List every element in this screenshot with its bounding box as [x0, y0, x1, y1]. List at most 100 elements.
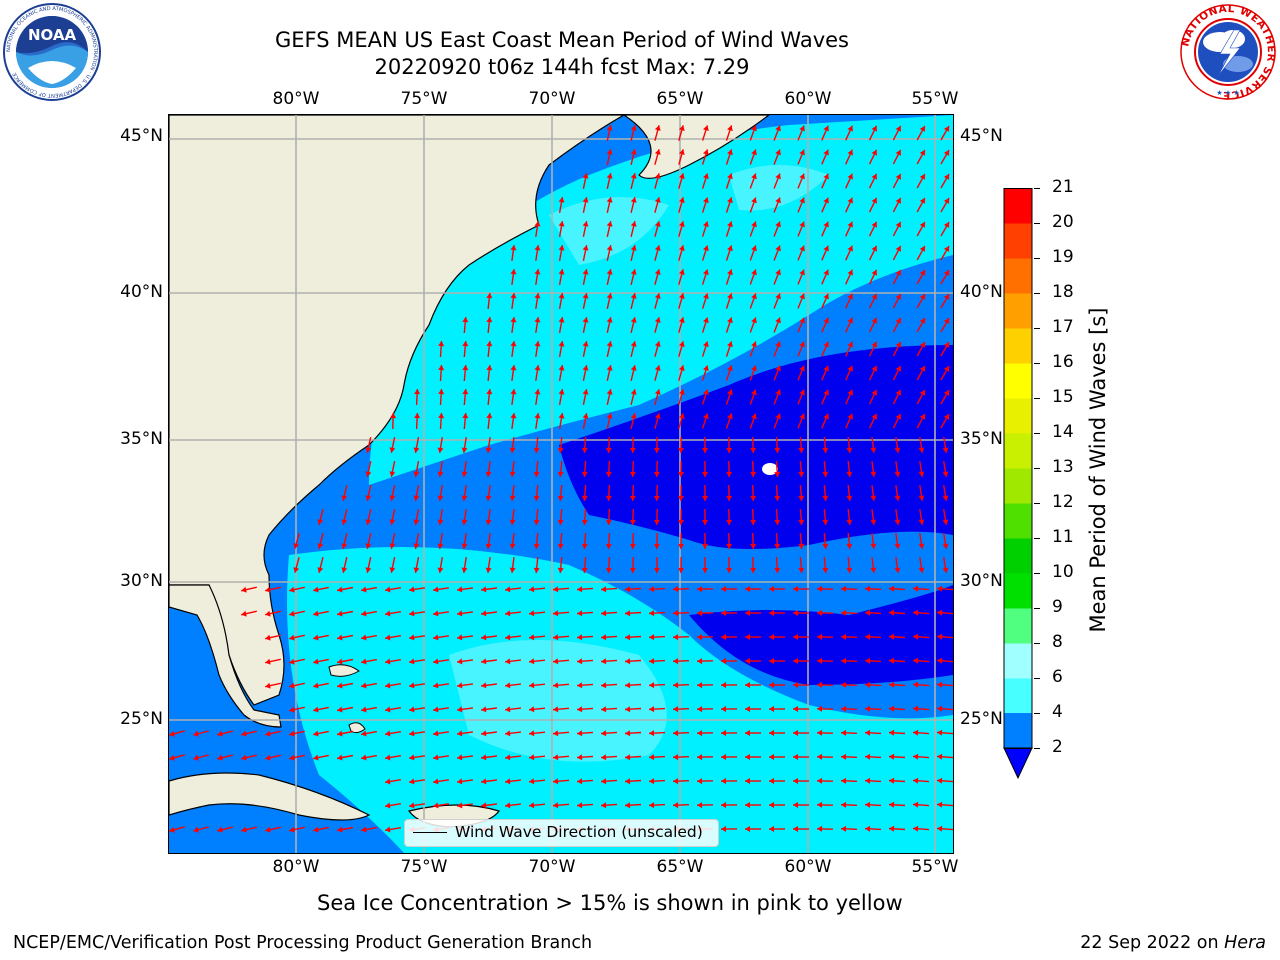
wind-arrow-head	[169, 730, 175, 737]
wind-arrow-head	[673, 706, 679, 713]
wind-arrow-head	[534, 389, 541, 395]
wind-arrow-head	[703, 293, 709, 299]
wind-arrow-head	[529, 706, 535, 713]
wind-arrow-head	[937, 729, 943, 736]
wind-arrow-head	[673, 658, 679, 665]
wind-arrow-head	[630, 413, 637, 419]
wind-arrow-head	[577, 802, 583, 809]
colorbar-tick	[1034, 713, 1040, 714]
wind-arrow-head	[727, 341, 733, 348]
wind-arrow-head	[913, 753, 919, 760]
wind-arrow-head	[943, 270, 950, 276]
lon-label-top: 75°W	[400, 89, 448, 109]
wind-arrow-head	[361, 586, 367, 593]
wind-arrow-head	[889, 801, 895, 808]
wind-arrow-head	[337, 610, 343, 617]
wind-arrow-head	[485, 471, 492, 477]
wind-arrow-head	[558, 197, 565, 203]
wind-arrow-head	[943, 126, 950, 132]
wind-arrow-head	[703, 413, 709, 419]
wind-arrow-head	[533, 567, 540, 573]
wind-arrow-head	[751, 197, 757, 204]
wind-arrow-head	[793, 706, 798, 712]
wind-arrow-head	[606, 149, 613, 155]
wind-arrow-head	[919, 246, 926, 252]
wind-arrow-head	[409, 658, 415, 665]
colorbar-tick	[1034, 538, 1040, 539]
wind-arrow-head	[751, 293, 757, 300]
wind-arrow-head	[913, 657, 919, 664]
lon-label-top: 80°W	[272, 89, 320, 109]
wind-arrow-head	[385, 706, 391, 713]
wind-arrow-head	[823, 317, 829, 324]
wind-arrow-head	[918, 543, 925, 549]
wind-arrow-head	[365, 495, 372, 501]
wind-arrow-head	[769, 826, 774, 832]
colorbar-tick-label: 9	[1052, 597, 1063, 617]
wind-arrow-head	[943, 222, 950, 228]
wind-arrow-head	[822, 567, 829, 573]
wind-arrow-head	[365, 543, 372, 549]
wind-arrow-head	[649, 778, 655, 785]
wind-arrow-head	[649, 634, 655, 641]
lon-label-bottom: 65°W	[656, 857, 704, 877]
wind-arrow-head	[841, 801, 847, 808]
wind-arrow-head	[534, 221, 541, 227]
wind-arrow-head	[769, 682, 774, 688]
wind-arrow-head	[751, 341, 757, 348]
wind-arrow-head	[313, 586, 319, 593]
wind-arrow-head	[679, 149, 685, 155]
colorbar-title: Mean Period of Wind Waves [s]	[1086, 307, 1110, 633]
wind-arrow-head	[703, 197, 709, 203]
wind-arrow-head	[457, 658, 463, 665]
colorbar-tick	[1034, 398, 1040, 399]
wind-arrow-head	[895, 173, 901, 180]
wind-arrow-head	[654, 389, 661, 395]
map-area[interactable]: Wind Wave Direction (unscaled)	[168, 114, 954, 854]
wind-arrow-head	[505, 682, 511, 689]
wind-arrow-head	[745, 706, 750, 712]
wind-arrow-head	[799, 197, 805, 204]
wind-arrow-head	[582, 389, 589, 395]
wind-arrow-head	[630, 245, 637, 251]
wind-arrow-head	[847, 365, 853, 372]
wind-arrow-head	[361, 682, 367, 689]
wind-arrow-head	[654, 149, 661, 155]
wind-arrow-head	[457, 586, 463, 593]
wind-arrow-head	[534, 413, 541, 419]
wind-arrow-head	[793, 682, 798, 688]
wind-arrow-head	[798, 471, 805, 477]
lat-label-right: 35°N	[960, 429, 1003, 449]
wind-arrow-head	[486, 293, 493, 299]
wind-arrow-head	[293, 567, 300, 573]
wind-arrow-head	[679, 221, 685, 227]
field-region-6-8	[449, 640, 667, 762]
wind-arrow-head	[847, 173, 853, 180]
wind-arrow-head	[361, 826, 367, 833]
wind-arrow-head	[775, 413, 781, 420]
wind-arrow-head	[505, 706, 511, 713]
wind-arrow-head	[557, 447, 564, 453]
wind-arrow-head	[289, 730, 295, 737]
wind-arrow-head	[919, 294, 926, 300]
wind-arrow-head	[817, 729, 823, 736]
wind-arrow-head	[529, 730, 535, 737]
wind-arrow-head	[265, 682, 271, 689]
wind-arrow-head	[630, 341, 637, 347]
wind-arrow-head	[365, 471, 372, 477]
wind-arrow-head	[529, 634, 535, 641]
wind-arrow-head	[865, 777, 871, 784]
wind-arrow-head	[751, 413, 757, 420]
wind-arrow-head	[841, 633, 847, 640]
colorbar-outline	[1003, 188, 1033, 749]
colorbar	[1002, 188, 1034, 788]
map-legend: Wind Wave Direction (unscaled)	[404, 819, 719, 847]
wind-arrow-head	[919, 198, 926, 204]
wind-arrow-head	[727, 317, 733, 324]
colorbar-tick	[1034, 643, 1040, 644]
wind-arrow-head	[558, 413, 565, 419]
wind-arrow-head	[437, 471, 444, 477]
wind-arrow-head	[937, 801, 943, 808]
wind-arrow-head	[703, 341, 709, 347]
colorbar-bin	[1004, 223, 1032, 259]
